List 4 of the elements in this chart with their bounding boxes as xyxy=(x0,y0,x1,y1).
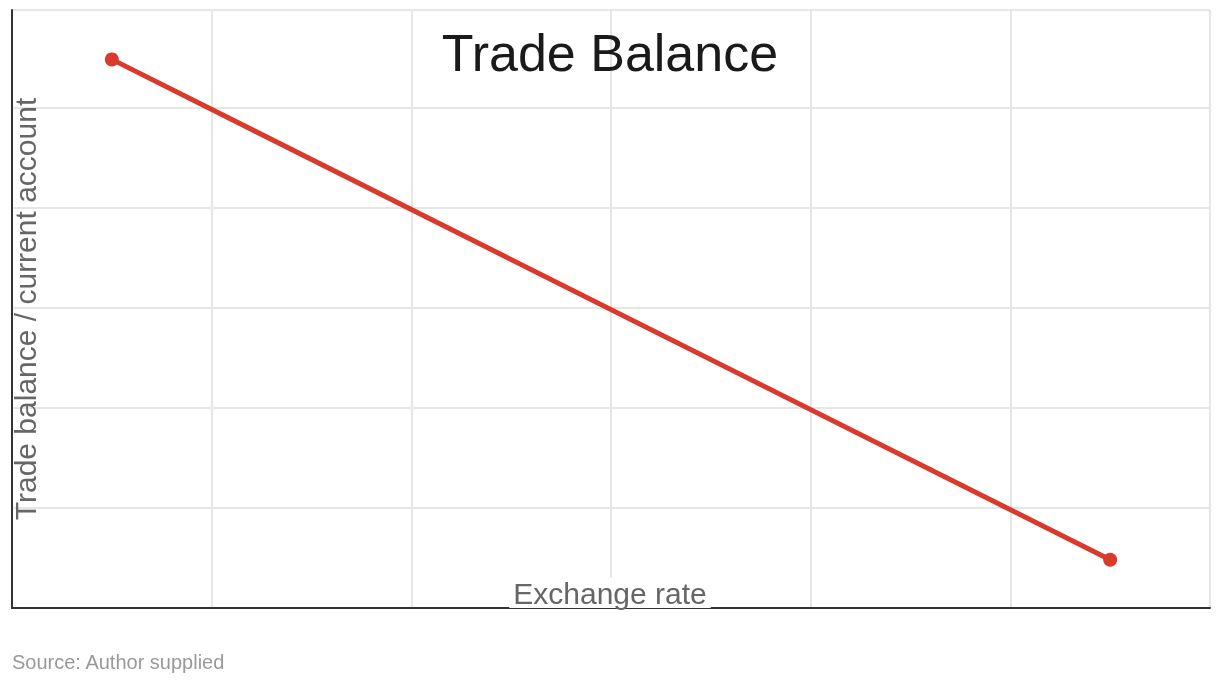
source-note: Source: Author supplied xyxy=(12,651,225,673)
chart-title: Trade Balance xyxy=(441,24,779,82)
y-axis-title: Trade balance / current account xyxy=(8,97,42,521)
x-axis-title: Exchange rate xyxy=(513,576,707,610)
